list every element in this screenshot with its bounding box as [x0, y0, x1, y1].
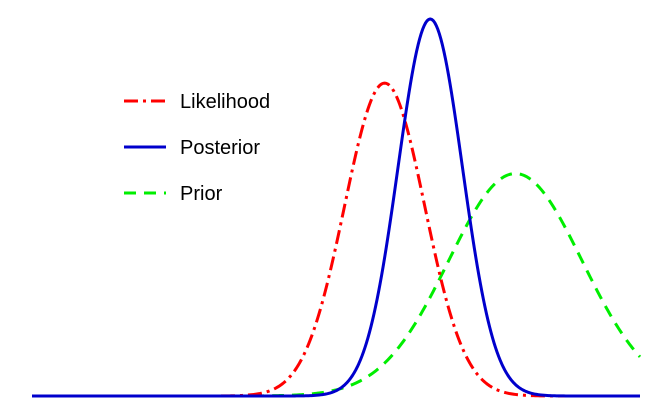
- curves-group: [32, 17, 642, 398]
- legend-item-prior: Prior: [124, 183, 223, 205]
- legend-label-prior: Prior: [180, 183, 223, 205]
- legend-label-likelihood: Likelihood: [180, 91, 270, 113]
- legend: Likelihood Posterior Prior: [124, 91, 270, 205]
- series-line-likelihood: [32, 81, 640, 398]
- series-line-prior: [32, 172, 642, 398]
- legend-item-likelihood: Likelihood: [124, 91, 270, 113]
- series-line-posterior: [32, 17, 640, 398]
- legend-label-posterior: Posterior: [180, 137, 260, 159]
- legend-item-posterior: Posterior: [124, 137, 260, 159]
